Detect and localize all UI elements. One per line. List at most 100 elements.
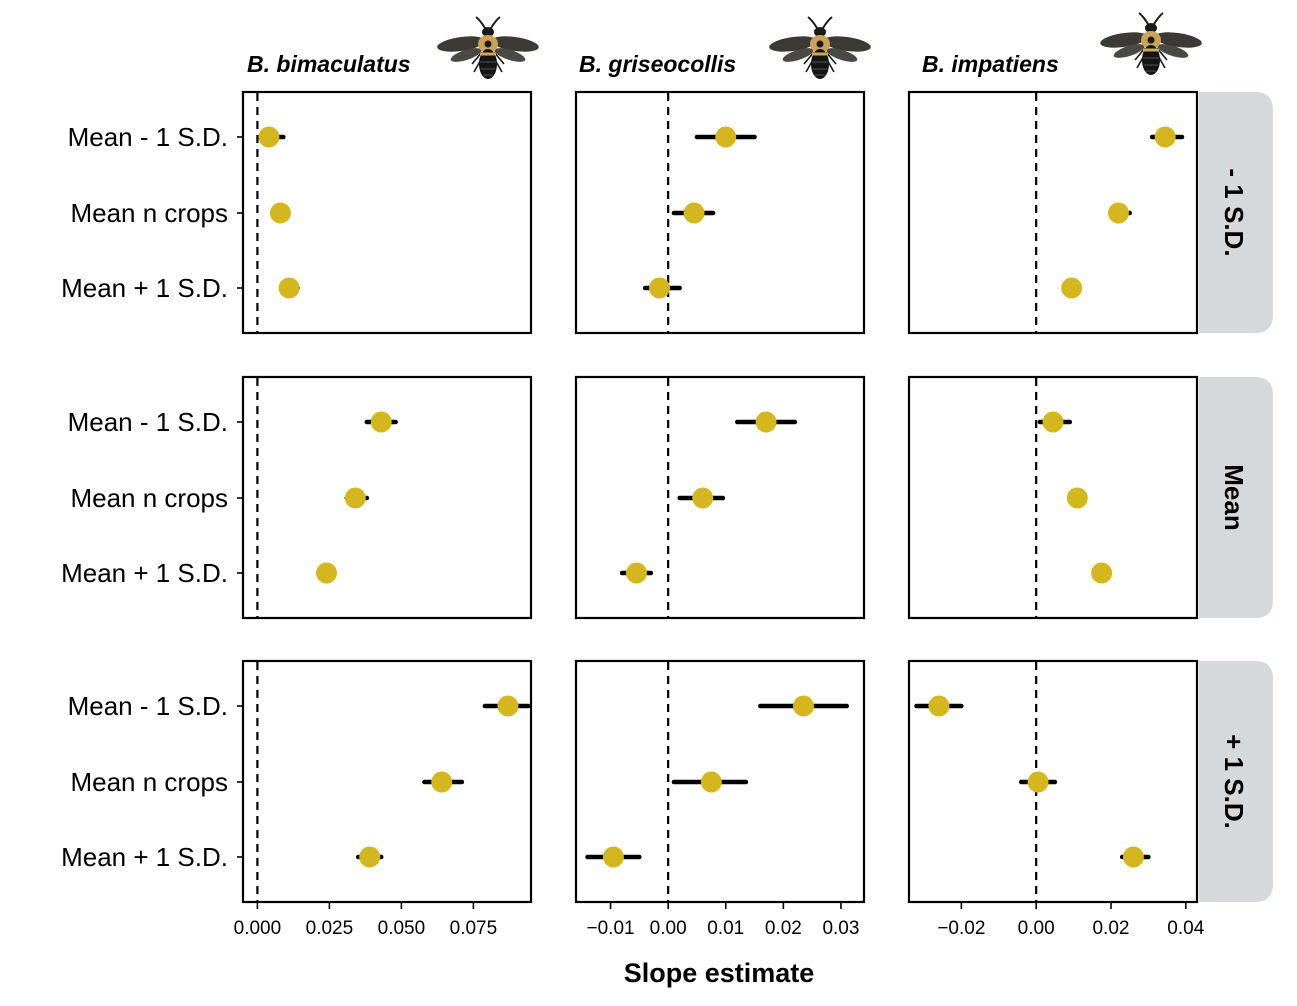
bee-stripes <box>812 61 828 76</box>
row-label: Mean n crops <box>70 483 228 513</box>
bee-icon <box>769 16 871 79</box>
bee-icon <box>1100 12 1202 75</box>
x-tick-label: 0.04 <box>1167 918 1204 939</box>
panel-1-0 <box>574 90 866 335</box>
panel-border <box>241 659 533 904</box>
x-tick-label: 0.000 <box>234 918 282 939</box>
bee-legs <box>803 51 837 73</box>
bee-abdomen <box>479 49 497 79</box>
panel-1-1 <box>574 375 866 620</box>
bee-antennae <box>1138 12 1164 25</box>
estimate-point <box>602 846 624 868</box>
estimate-point <box>700 771 722 793</box>
estimate-point <box>683 202 705 224</box>
panel-border <box>574 659 866 904</box>
estimate-point <box>692 487 714 509</box>
x-tick-label: 0.02 <box>765 918 802 939</box>
estimate-point <box>359 846 381 868</box>
estimate-point <box>1042 411 1064 433</box>
species-title-griseocollis: B. griseocollis <box>579 51 736 77</box>
estimate-point <box>497 695 519 717</box>
facet-strip-bg <box>1199 92 1273 333</box>
bee-thorax-spot <box>484 40 492 48</box>
estimate-point <box>1122 846 1144 868</box>
panel-2-2 <box>907 659 1199 904</box>
row-label: Mean + 1 S.D. <box>61 273 228 303</box>
species-title-bimaculatus: B. bimaculatus <box>247 51 411 77</box>
bee-head <box>482 27 494 37</box>
bee-wing <box>1113 44 1145 58</box>
bee-wing <box>1154 32 1202 48</box>
estimate-point <box>1066 487 1088 509</box>
panel-0-0 <box>241 90 533 335</box>
row-label: Mean + 1 S.D. <box>61 842 228 872</box>
estimate-point <box>928 695 950 717</box>
estimate-point <box>755 411 777 433</box>
bee-head <box>814 27 826 37</box>
facet-strip-label: - 1 S.D. <box>1219 168 1249 256</box>
bee-stripes <box>480 61 496 76</box>
bee-antennae <box>807 16 833 29</box>
facet-strip-bg <box>1199 377 1273 618</box>
panel-border <box>907 375 1199 620</box>
facet-strip-0: - 1 S.D. <box>1199 92 1273 333</box>
bee-abdomen <box>811 49 829 79</box>
bee-wing <box>491 36 539 52</box>
row-label: Mean - 1 S.D. <box>68 407 228 437</box>
x-tick-label: 0.00 <box>1018 918 1055 939</box>
bee-wing <box>769 36 817 52</box>
estimate-point <box>431 771 453 793</box>
estimate-point <box>1027 771 1049 793</box>
facet-strip-2: + 1 S.D. <box>1199 661 1273 902</box>
bee-wing <box>1100 32 1148 48</box>
bee-thorax-spot <box>816 40 824 48</box>
panel-border <box>907 659 1199 904</box>
x-tick-label: 0.01 <box>707 918 744 939</box>
estimate-point <box>1154 126 1176 148</box>
estimate-point <box>344 487 366 509</box>
panel-2-1 <box>907 375 1199 620</box>
bee-icon <box>437 16 539 79</box>
bee-wing <box>823 36 871 52</box>
bee-wing <box>494 48 526 62</box>
facet-strip-bg <box>1199 661 1273 902</box>
facet-strip-label: + 1 S.D. <box>1219 734 1249 829</box>
x-tick-label: 0.050 <box>378 918 426 939</box>
row-label: Mean - 1 S.D. <box>68 122 228 152</box>
row-label: Mean n crops <box>70 198 228 228</box>
x-axis-title: Slope estimate <box>624 958 815 988</box>
estimate-point <box>316 562 338 584</box>
panel-border <box>907 90 1199 335</box>
estimate-point <box>278 277 300 299</box>
species-title-impatiens: B. impatiens <box>922 51 1059 77</box>
estimate-point <box>649 277 671 299</box>
panel-0-1 <box>241 375 533 620</box>
estimate-point <box>715 126 737 148</box>
x-tick-label: −0.02 <box>937 918 985 939</box>
panel-1-2 <box>574 659 866 904</box>
x-tick-label: 0.025 <box>306 918 354 939</box>
row-label: Mean - 1 S.D. <box>68 691 228 721</box>
estimate-point <box>1061 277 1083 299</box>
estimate-point <box>1091 562 1113 584</box>
x-tick-label: 0.03 <box>822 918 859 939</box>
panel-border <box>241 375 533 620</box>
bee-head <box>1145 23 1157 33</box>
bee-wing <box>782 48 814 62</box>
estimate-point <box>370 411 392 433</box>
row-labels: Mean - 1 S.D. Mean n crops Mean + 1 S.D. Me… <box>61 122 243 872</box>
panel-border <box>574 375 866 620</box>
x-tick-label: −0.01 <box>587 918 635 939</box>
bee-antennae <box>475 16 501 29</box>
estimate-point <box>269 202 291 224</box>
panel-2-0 <box>907 90 1199 335</box>
estimate-point <box>258 126 280 148</box>
panel-0-2 <box>241 659 533 904</box>
row-label: Mean + 1 S.D. <box>61 558 228 588</box>
bee-legs <box>471 51 505 73</box>
panel-grid <box>241 90 1199 904</box>
x-tick-label: 0.00 <box>650 918 687 939</box>
facet-strip-label: Mean <box>1219 464 1249 530</box>
bee-wing <box>450 48 482 62</box>
